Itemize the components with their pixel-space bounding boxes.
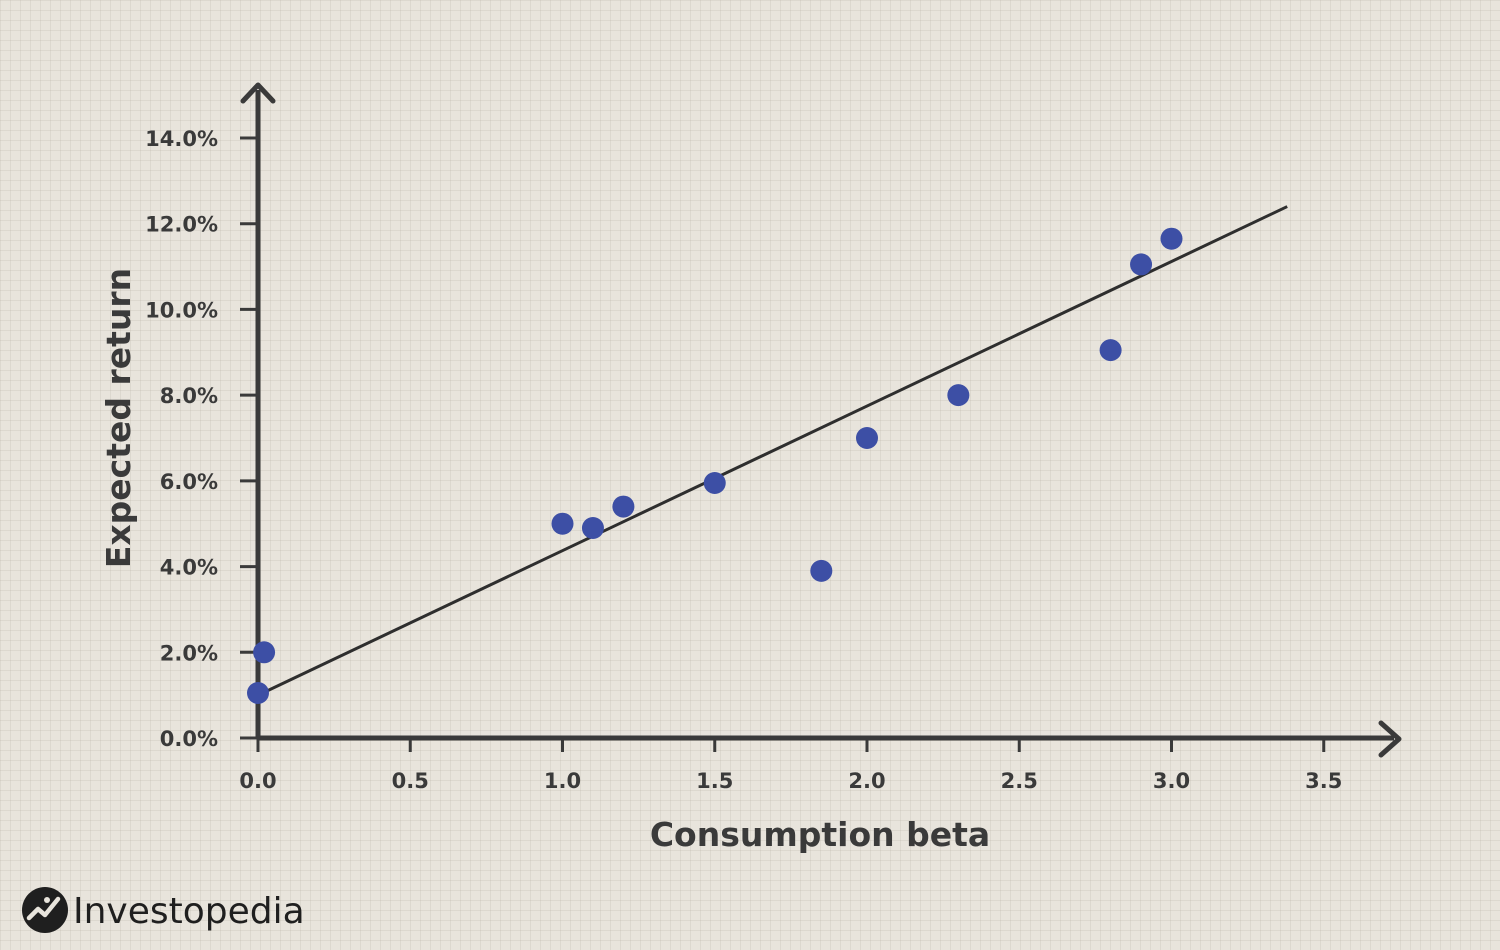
x-tick-label: 2.0 xyxy=(848,769,885,793)
data-point xyxy=(247,682,269,704)
data-point xyxy=(703,472,726,494)
data-point xyxy=(581,517,604,539)
y-axis-title: Expected return xyxy=(99,268,138,568)
x-tick-label: 0.0 xyxy=(239,769,276,793)
x-tick-label: 0.5 xyxy=(392,769,429,793)
y-tick-label: 12.0% xyxy=(145,213,218,237)
investopedia-logo: Investopedia xyxy=(22,887,305,933)
data-point xyxy=(1099,339,1122,362)
y-tick-label: 8.0% xyxy=(160,384,218,408)
data-point xyxy=(856,427,878,449)
x-tick-label: 2.5 xyxy=(1001,769,1038,793)
data-point xyxy=(612,495,635,518)
y-tick-label: 6.0% xyxy=(160,470,218,494)
trendline xyxy=(266,205,1288,693)
y-tick-label: 10.0% xyxy=(145,298,218,322)
data-point xyxy=(1160,227,1183,250)
investopedia-logo-icon xyxy=(22,887,68,933)
x-tick-label: 1.0 xyxy=(544,769,581,793)
data-point xyxy=(1130,253,1153,276)
plot-area: 0.0 0.5 1.0 1.5 2.0 2.5 3.0 3.5 0.0% 2.0% 4.0% 6.0%… xyxy=(145,82,1402,793)
x-axis-arrow xyxy=(1378,720,1402,758)
x-tick-label: 1.5 xyxy=(696,769,733,793)
data-point xyxy=(947,384,970,407)
data-point xyxy=(551,512,574,535)
y-tick-label: 14.0% xyxy=(145,127,218,151)
data-point xyxy=(810,559,833,582)
x-tick-label: 3.0 xyxy=(1153,769,1190,793)
y-tick-label: 0.0% xyxy=(160,727,218,751)
data-point xyxy=(253,641,276,664)
x-tick-label: 3.5 xyxy=(1305,769,1342,793)
brand-name: Investopedia xyxy=(73,891,305,932)
y-tick-label: 4.0% xyxy=(160,556,218,580)
x-axis-title: Consumption beta xyxy=(650,815,990,854)
y-tick-label: 2.0% xyxy=(160,641,218,665)
y-axis-arrow xyxy=(240,82,276,104)
